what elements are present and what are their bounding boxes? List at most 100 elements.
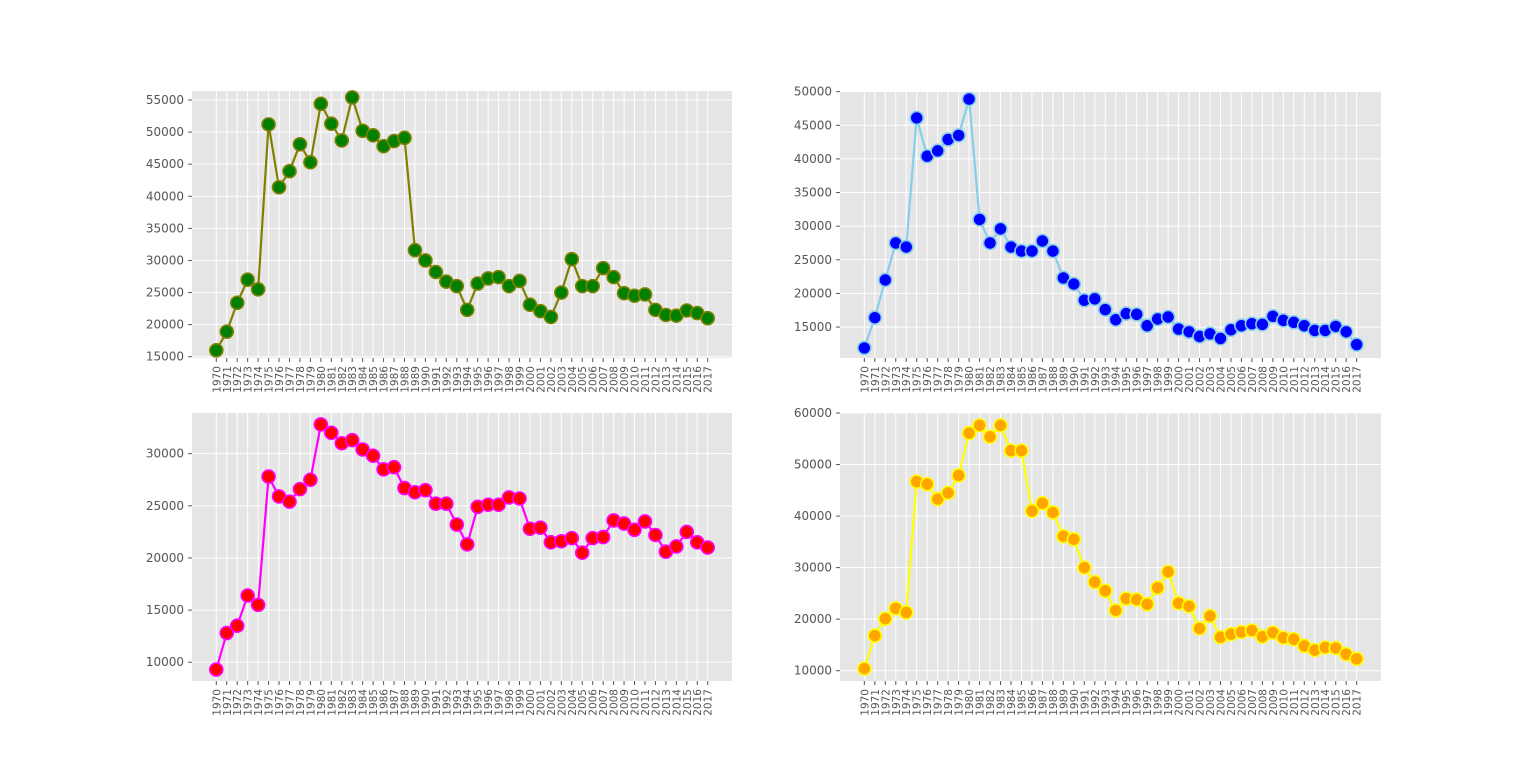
x-tick-label: 2007 bbox=[598, 366, 610, 393]
data-point bbox=[1129, 306, 1144, 322]
y-tick-label: 20000 bbox=[794, 286, 832, 300]
data-point bbox=[282, 163, 297, 179]
x-tick-label: 1975 bbox=[912, 689, 924, 716]
x-tick-label: 2016 bbox=[1341, 366, 1353, 393]
x-tick-label: 1997 bbox=[1142, 689, 1154, 716]
x-tick-label: 2009 bbox=[619, 366, 631, 393]
x-tick-label: 1986 bbox=[379, 689, 391, 716]
x-tick-label: 1979 bbox=[305, 366, 317, 393]
x-tick-label: 1979 bbox=[954, 366, 966, 393]
data-point bbox=[491, 269, 506, 285]
x-tick-label: 1983 bbox=[996, 366, 1008, 393]
y-tick-label: 25000 bbox=[146, 499, 184, 513]
data-point bbox=[439, 496, 454, 512]
x-tick-label: 1990 bbox=[1069, 689, 1081, 716]
x-tick-label: 1971 bbox=[870, 689, 882, 716]
x-tick-label: 1998 bbox=[1153, 366, 1165, 393]
x-tick-label: 2016 bbox=[1341, 689, 1353, 716]
x-tick-label: 1976 bbox=[922, 689, 934, 716]
data-point bbox=[940, 485, 956, 501]
x-tick-label: 1978 bbox=[943, 366, 955, 393]
x-tick-label: 1971 bbox=[870, 366, 882, 393]
x-tick-label: 2015 bbox=[1331, 366, 1343, 393]
x-tick-label: 1979 bbox=[954, 689, 966, 716]
data-point bbox=[1160, 309, 1176, 325]
x-tick-label: 2008 bbox=[609, 366, 621, 393]
data-point bbox=[324, 116, 339, 132]
x-tick-label: 1997 bbox=[494, 689, 506, 716]
x-tick-label: 2001 bbox=[535, 689, 547, 716]
x-tick-label: 1992 bbox=[441, 689, 453, 716]
x-tick-label: 1983 bbox=[347, 366, 359, 393]
x-tick-label: 2005 bbox=[577, 366, 589, 393]
data-point bbox=[1077, 560, 1092, 575]
data-point bbox=[616, 516, 632, 531]
x-tick-label: 1990 bbox=[1069, 366, 1081, 393]
x-tick-label: 2006 bbox=[1236, 689, 1248, 716]
data-point bbox=[1024, 243, 1040, 259]
x-tick-label: 1994 bbox=[462, 366, 474, 393]
data-point bbox=[209, 662, 224, 677]
x-tick-label: 1999 bbox=[515, 366, 527, 393]
subplot-3: 1970197119721973197419751976197719781979… bbox=[146, 413, 732, 716]
x-tick-label: 2005 bbox=[577, 689, 589, 716]
x-tick-label: 2004 bbox=[567, 689, 579, 716]
data-point bbox=[898, 605, 914, 620]
x-tick-label: 1992 bbox=[1090, 366, 1102, 393]
x-tick-label: 1977 bbox=[933, 366, 945, 393]
y-tick-label: 30000 bbox=[146, 253, 184, 267]
x-tick-label: 1989 bbox=[410, 366, 422, 393]
data-point bbox=[1066, 531, 1082, 547]
data-point bbox=[512, 273, 527, 289]
x-tick-label: 2008 bbox=[609, 689, 621, 716]
y-tick-label: 15000 bbox=[146, 603, 184, 617]
data-point bbox=[637, 514, 653, 529]
x-tick-label: 2001 bbox=[535, 366, 547, 393]
y-tick-label: 20000 bbox=[146, 318, 184, 332]
x-tick-label: 1980 bbox=[964, 689, 976, 716]
x-tick-label: 1981 bbox=[975, 689, 987, 716]
x-tick-label: 2012 bbox=[1299, 366, 1311, 393]
x-tick-label: 1988 bbox=[1048, 689, 1060, 716]
x-tick-label: 2004 bbox=[1215, 366, 1227, 393]
data-point bbox=[292, 136, 308, 152]
y-tick-label: 50000 bbox=[146, 125, 184, 139]
x-tick-label: 1985 bbox=[368, 366, 380, 393]
data-point bbox=[1338, 324, 1354, 340]
x-tick-label: 2015 bbox=[682, 366, 694, 393]
subplot-1: 1970197119721973197419751976197719781979… bbox=[146, 90, 732, 393]
data-point bbox=[1328, 640, 1344, 656]
y-tick-label: 20000 bbox=[146, 551, 184, 565]
x-tick-label: 1981 bbox=[326, 689, 338, 716]
x-tick-label: 1970 bbox=[859, 689, 871, 716]
y-tick-label: 25000 bbox=[146, 286, 184, 300]
x-tick-label: 1988 bbox=[399, 366, 411, 393]
x-tick-label: 1996 bbox=[483, 689, 495, 716]
data-point bbox=[324, 425, 339, 441]
x-tick-label: 1981 bbox=[975, 366, 987, 393]
data-point bbox=[459, 302, 475, 318]
y-tick-label: 25000 bbox=[794, 253, 832, 267]
x-tick-label: 1994 bbox=[1111, 366, 1123, 393]
x-tick-label: 2015 bbox=[682, 689, 694, 716]
data-point bbox=[449, 517, 465, 532]
x-tick-label: 2011 bbox=[640, 689, 652, 716]
x-tick-label: 1983 bbox=[347, 689, 359, 716]
x-tick-label: 1993 bbox=[452, 689, 464, 716]
y-tick-label: 40000 bbox=[794, 152, 832, 166]
data-point bbox=[313, 417, 329, 432]
data-point bbox=[365, 448, 381, 464]
data-point bbox=[1035, 233, 1050, 249]
data-point bbox=[595, 529, 611, 545]
x-tick-label: 2010 bbox=[630, 689, 642, 716]
y-tick-label: 45000 bbox=[794, 118, 832, 132]
data-point bbox=[1192, 621, 1207, 636]
x-tick-label: 2006 bbox=[1236, 366, 1248, 393]
x-tick-label: 1979 bbox=[305, 689, 317, 716]
x-tick-label: 2002 bbox=[546, 689, 558, 716]
x-tick-label: 1996 bbox=[483, 366, 495, 393]
data-point bbox=[627, 522, 642, 538]
data-point bbox=[250, 597, 266, 613]
data-point bbox=[303, 472, 318, 488]
y-tick-label: 60000 bbox=[794, 406, 832, 420]
